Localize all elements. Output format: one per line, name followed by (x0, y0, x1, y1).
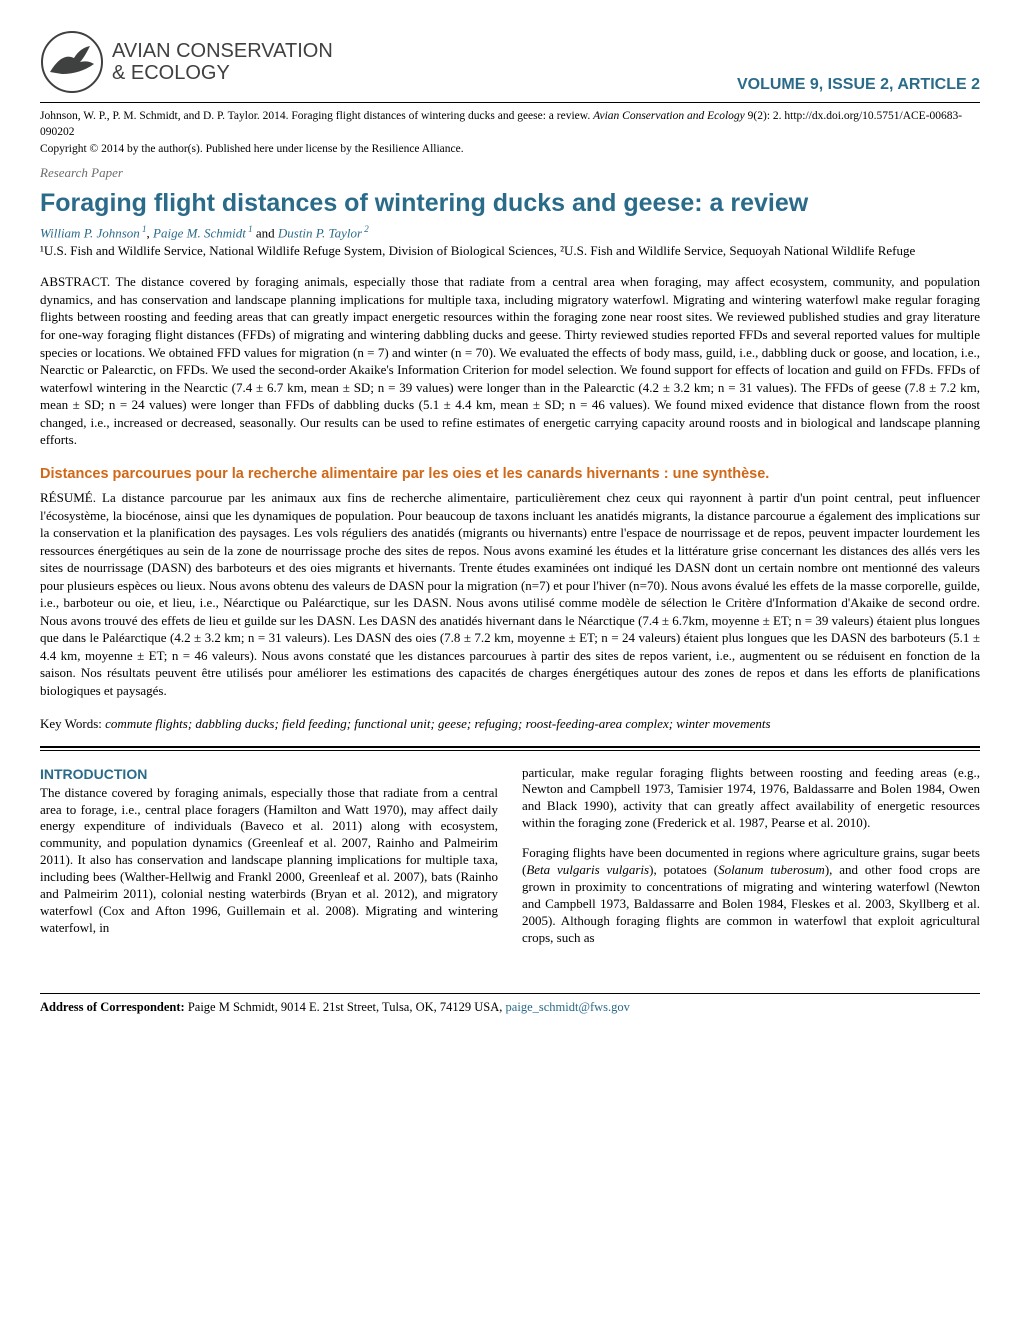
journal-logo: AVIAN CONSERVATION & ECOLOGY (40, 30, 333, 94)
keywords-label: Key Words: (40, 716, 105, 731)
header-row: AVIAN CONSERVATION & ECOLOGY VOLUME 9, I… (40, 30, 980, 94)
copyright: Copyright © 2014 by the author(s). Publi… (40, 143, 980, 155)
abstract-english: ABSTRACT. The distance covered by foragi… (40, 273, 980, 448)
author-1-sup: 1 (140, 224, 147, 234)
body-rule-top (40, 746, 980, 748)
column-left: INTRODUCTION The distance covered by for… (40, 765, 498, 960)
abstract-fr-body: La distance parcourue par les animaux au… (40, 490, 980, 698)
author-2[interactable]: Paige M. Schmidt (153, 225, 246, 240)
affiliations: ¹U.S. Fish and Wildlife Service, Nationa… (40, 243, 980, 259)
body-rule-bot (40, 750, 980, 751)
footer: Address of Correspondent: Paige M Schmid… (40, 1000, 980, 1015)
keywords: Key Words: commute flights; dabbling duc… (40, 716, 980, 732)
footer-label: Address of Correspondent: (40, 1000, 188, 1014)
citation-text: Johnson, W. P., P. M. Schmidt, and D. P.… (40, 110, 593, 122)
intro-col2-p2: Foraging flights have been documented in… (522, 845, 980, 946)
citation-journal-name: Avian Conservation and Ecology (593, 110, 748, 122)
column-right: particular, make regular foraging flight… (522, 765, 980, 960)
volume-issue: VOLUME 9, ISSUE 2, ARTICLE 2 (737, 76, 980, 94)
paper-type: Research Paper (40, 165, 980, 181)
abstract-en-body: The distance covered by foraging animals… (40, 274, 980, 447)
body-columns: INTRODUCTION The distance covered by for… (40, 765, 980, 960)
abstract-fr-label: RÉSUMÉ. (40, 490, 102, 505)
article-title: Foraging flight distances of wintering d… (40, 189, 980, 218)
bird-logo-icon (40, 30, 104, 94)
journal-name: AVIAN CONSERVATION & ECOLOGY (112, 40, 333, 84)
keywords-text: commute flights; dabbling ducks; field f… (105, 716, 770, 731)
authors-line: William P. Johnson 1, Paige M. Schmidt 1… (40, 224, 980, 241)
journal-name-line2: & ECOLOGY (112, 62, 333, 84)
citation: Johnson, W. P., P. M. Schmidt, and D. P.… (40, 109, 980, 140)
species-1: Beta vulgaris vulgaris (526, 862, 649, 877)
french-title: Distances parcourues pour la recherche a… (40, 465, 980, 483)
intro-col2-p2b: ), potatoes ( (649, 862, 718, 877)
footer-text: Paige M Schmidt, 9014 E. 21st Street, Tu… (188, 1000, 506, 1014)
author-3[interactable]: Dustin P. Taylor (278, 225, 362, 240)
species-2: Solanum tuberosum (718, 862, 825, 877)
author-2-sup: 1 (246, 224, 253, 234)
abstract-french: RÉSUMÉ. La distance parcourue par les an… (40, 489, 980, 700)
abstract-en-label: ABSTRACT. (40, 274, 116, 289)
author-sep-2: and (253, 225, 278, 240)
journal-name-line1: AVIAN CONSERVATION (112, 40, 333, 62)
intro-col2-p1: particular, make regular foraging flight… (522, 765, 980, 833)
author-3-sup: 2 (362, 224, 369, 234)
intro-col1-p1: The distance covered by foraging animals… (40, 785, 498, 935)
footer-email[interactable]: paige_schmidt@fws.gov (506, 1000, 630, 1014)
header-rule (40, 102, 980, 103)
footer-rule (40, 993, 980, 994)
author-1[interactable]: William P. Johnson (40, 225, 140, 240)
section-heading-introduction: INTRODUCTION (40, 765, 498, 783)
